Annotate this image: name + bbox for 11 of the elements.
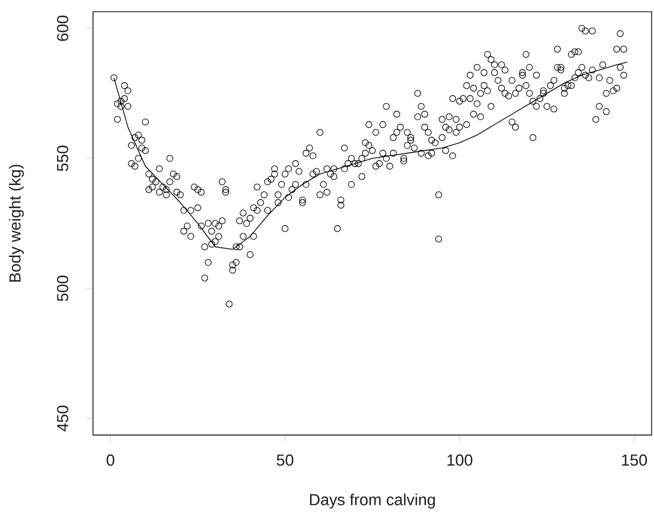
y-axis-title: Body weight (kg): [8, 164, 24, 282]
x-tick-label: 150: [622, 454, 647, 466]
y-tick-label: 550: [56, 146, 68, 172]
y-tick-label: 450: [56, 406, 68, 432]
x-tick-label: 100: [447, 454, 472, 466]
x-tick-label: 50: [276, 454, 294, 466]
line-series: [114, 62, 628, 250]
x-tick-label: 0: [106, 454, 114, 466]
y-tick-label: 500: [56, 276, 68, 302]
y-tick-label: 600: [56, 16, 68, 41]
x-axis-title: Days from calving: [310, 494, 435, 508]
